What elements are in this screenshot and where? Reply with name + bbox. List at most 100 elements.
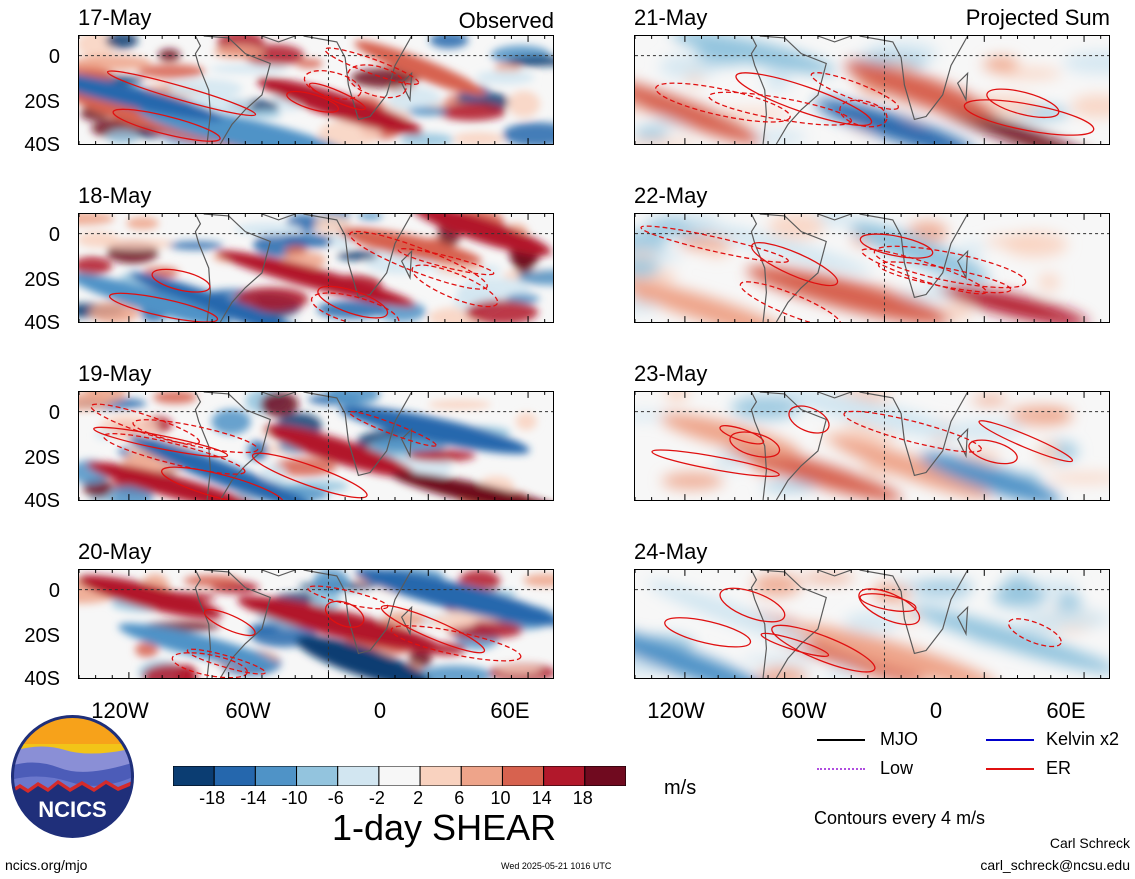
er-contour — [1007, 618, 1062, 648]
axis-ticks — [79, 36, 546, 144]
er-contour — [877, 261, 1012, 294]
shear-blob — [761, 481, 817, 492]
lon-label-60w-right: 60W — [781, 698, 827, 723]
shear-blob — [126, 217, 159, 230]
lat-label-40s-r0: 40S — [24, 134, 60, 156]
colorbar-swatch — [543, 765, 586, 787]
legend-er-line — [986, 768, 1034, 770]
shear-band — [849, 221, 990, 283]
shear-band — [635, 625, 779, 678]
er-contour — [102, 433, 246, 475]
panel-date-p5: 21-May — [634, 5, 708, 30]
er-contour — [739, 281, 842, 322]
shear-blob — [911, 579, 975, 595]
axis-ticks — [635, 392, 1102, 500]
panel-date-p1: 17-May — [78, 5, 152, 30]
shear-blob — [515, 412, 537, 431]
lat-label-20s-r0: 20S — [24, 91, 60, 113]
er-contour — [729, 431, 781, 458]
coastlines — [194, 36, 413, 144]
colorbar-swatch — [172, 765, 215, 787]
shear-blob — [465, 299, 539, 322]
shear-blob — [417, 665, 493, 678]
er-contour — [750, 242, 839, 287]
er-contour — [839, 99, 888, 128]
lat-label-0-r1: 0 — [48, 224, 60, 246]
colorbar-tick-label: -14 — [240, 788, 267, 808]
er-contour — [112, 108, 221, 142]
shear-blob — [168, 241, 224, 250]
axis-ticks — [79, 570, 546, 678]
shear-band — [815, 99, 976, 144]
shear-blob — [211, 409, 251, 435]
lon-label-120w-left: 120W — [91, 698, 149, 723]
shear-blob — [741, 654, 816, 665]
er-contour — [859, 233, 934, 259]
observed-label: Observed — [458, 8, 554, 33]
shear-blob — [437, 102, 506, 121]
shear-blob — [428, 399, 492, 410]
lon-label-0-left: 0 — [373, 698, 387, 723]
lat-label-40s-r2: 40S — [24, 490, 60, 512]
shear-blob — [941, 303, 973, 322]
er-contour — [390, 625, 522, 662]
shear-band — [412, 214, 552, 256]
er-contour — [203, 609, 256, 637]
er-contour — [132, 419, 259, 454]
logo-text: NCICS — [38, 797, 106, 822]
shear-blob — [79, 256, 112, 276]
map-panel-p1 — [78, 35, 554, 145]
er-contour — [317, 285, 389, 319]
shear-blob — [408, 649, 432, 669]
shear-blob — [234, 222, 301, 236]
shear-blob — [1071, 94, 1109, 118]
projected-sum-label: Projected Sum — [965, 5, 1110, 30]
er-contour — [324, 600, 365, 628]
map-panel-p6 — [634, 213, 1110, 323]
er-contour — [308, 82, 366, 111]
coastlines — [750, 570, 969, 678]
shear-blob — [209, 64, 289, 74]
colorbar-tick-label: 6 — [454, 788, 465, 808]
lat-label-0-r2: 0 — [48, 402, 60, 424]
shear-blob — [1042, 608, 1109, 629]
axis-ticks — [635, 570, 1102, 678]
colorbar-swatch — [501, 765, 545, 787]
shear-blob — [153, 392, 197, 404]
shear-blob — [357, 214, 383, 221]
shear-band — [79, 70, 223, 121]
lon-label-60e-right: 60E — [1046, 698, 1086, 723]
shear-band — [910, 606, 1109, 674]
shear-blob — [407, 449, 476, 462]
shear-blob — [496, 665, 542, 674]
map-panel-p8 — [634, 569, 1110, 679]
colorbar-tick-label: 2 — [413, 788, 424, 808]
panel-date-p2: 18-May — [78, 183, 152, 208]
coastlines — [750, 392, 969, 500]
shear-blob — [453, 132, 505, 144]
lat-label-40s-r1: 40S — [24, 312, 60, 334]
er-contours — [640, 225, 1027, 322]
axis-ticks — [79, 214, 546, 322]
er-contour — [708, 91, 853, 126]
shear-blob — [326, 392, 381, 406]
shear-band — [390, 471, 553, 500]
footer-url[interactable]: ncics.org/mjo — [5, 857, 88, 873]
shear-blob — [502, 122, 553, 144]
shear-band — [79, 273, 233, 322]
map-panel-p4 — [78, 569, 554, 679]
colorbar-units: m/s — [664, 777, 697, 799]
shear-blob — [313, 570, 349, 595]
er-contour — [307, 585, 389, 610]
shear-blob — [635, 126, 669, 141]
shear-blob — [1062, 51, 1109, 75]
er-contour — [719, 587, 786, 623]
er-contour — [771, 624, 876, 673]
panel-date-p8: 24-May — [634, 539, 708, 564]
shear-blob — [296, 58, 323, 69]
panel-date-p6: 22-May — [634, 183, 708, 208]
shear-band — [339, 405, 530, 454]
footer-author: Carl Schreck — [1049, 835, 1130, 851]
colorbar-swatch — [213, 765, 256, 787]
footer-email[interactable]: carl_schreck@ncsu.edu — [980, 857, 1130, 873]
